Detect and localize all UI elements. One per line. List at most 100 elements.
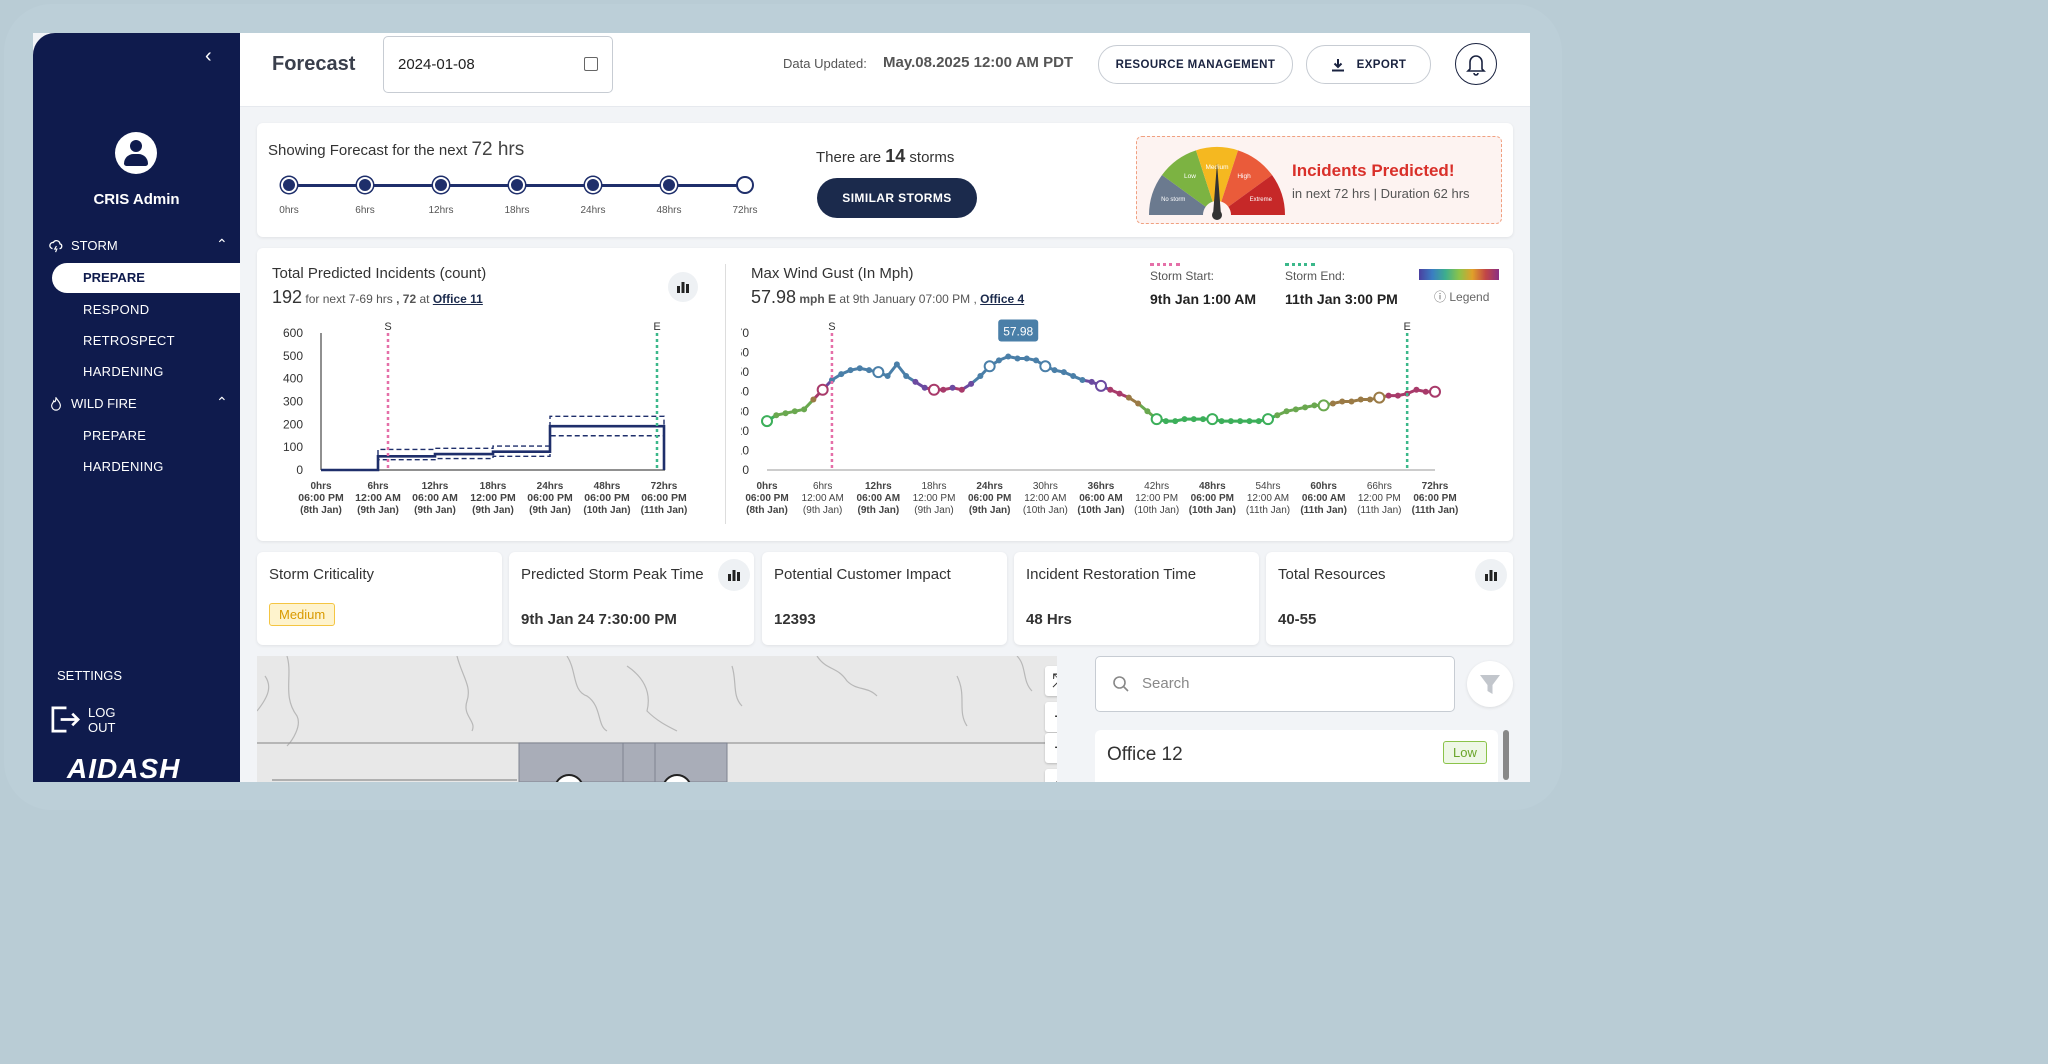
nav-item-hardening[interactable]: HARDENING xyxy=(83,364,164,379)
wind-point[interactable] xyxy=(940,386,947,393)
wind-point[interactable] xyxy=(1162,418,1169,425)
chevron-up-icon[interactable]: ⌃ xyxy=(216,236,228,252)
date-picker[interactable]: 2024-01-08 xyxy=(383,36,613,93)
timeline-step-24hrs[interactable] xyxy=(585,177,601,193)
timeline-step-72hrs[interactable] xyxy=(736,176,754,194)
wind-point[interactable] xyxy=(1348,398,1355,405)
compass-icon[interactable]: ◆ xyxy=(1045,769,1057,782)
wind-point[interactable] xyxy=(1051,367,1058,374)
list-scrollbar[interactable] xyxy=(1503,730,1509,780)
timeline-step-18hrs[interactable] xyxy=(509,177,525,193)
nav-section-storm[interactable]: STORM xyxy=(49,238,118,253)
wind-point[interactable] xyxy=(828,376,835,383)
wind-point[interactable] xyxy=(872,366,885,379)
wind-point[interactable] xyxy=(1144,408,1151,415)
wind-point[interactable] xyxy=(1190,416,1197,423)
wind-point[interactable] xyxy=(949,384,956,391)
wind-point[interactable] xyxy=(912,378,919,385)
wind-point[interactable] xyxy=(995,357,1002,364)
legend-toggle[interactable]: ⓘ Legend xyxy=(1434,288,1489,305)
wind-point[interactable] xyxy=(791,408,798,415)
wind-point[interactable] xyxy=(1125,394,1132,401)
wind-point[interactable] xyxy=(1172,418,1179,425)
wind-point[interactable] xyxy=(1329,400,1336,407)
wind-point[interactable] xyxy=(866,367,873,374)
bar-chart-icon[interactable] xyxy=(668,272,698,302)
wind-point[interactable] xyxy=(1357,396,1364,403)
nav-section-wildfire[interactable]: WILD FIRE xyxy=(49,396,137,411)
wind-point[interactable] xyxy=(1274,412,1281,419)
logout-link[interactable]: LOG OUT xyxy=(49,704,116,735)
nav-item-wildfire-hardening[interactable]: HARDENING xyxy=(83,459,164,474)
settings-link[interactable]: SETTINGS xyxy=(49,668,122,683)
wind-point[interactable] xyxy=(773,412,780,419)
wind-point[interactable] xyxy=(1150,413,1163,426)
wind-point[interactable] xyxy=(1060,369,1067,376)
wind-point[interactable] xyxy=(1070,373,1077,380)
wind-point[interactable] xyxy=(1200,416,1207,423)
map-view[interactable]: ⤧ + − ◆ xyxy=(257,656,1057,782)
wind-point[interactable] xyxy=(782,410,789,417)
wind-point[interactable] xyxy=(1107,386,1114,393)
similar-storms-button[interactable]: SIMILAR STORMS xyxy=(817,178,977,218)
wind-point[interactable] xyxy=(1413,386,1420,393)
wind-point[interactable] xyxy=(968,380,975,387)
wind-point[interactable] xyxy=(1079,376,1086,383)
timeline-step-12hrs[interactable] xyxy=(433,177,449,193)
bar-chart-icon[interactable] xyxy=(1475,559,1507,591)
wind-point[interactable] xyxy=(847,367,854,374)
wind-point[interactable] xyxy=(1283,408,1290,415)
wind-point[interactable] xyxy=(983,360,996,373)
wind-point[interactable] xyxy=(1317,399,1330,412)
timeline-step-0hrs[interactable] xyxy=(281,177,297,193)
collapse-sidebar-icon[interactable]: ‹ xyxy=(205,45,212,67)
nav-item-respond[interactable]: RESPOND xyxy=(83,302,150,317)
wind-point[interactable] xyxy=(1429,385,1441,398)
wind-point[interactable] xyxy=(1181,416,1188,423)
notification-bell-icon[interactable] xyxy=(1455,43,1497,85)
wind-point[interactable] xyxy=(884,373,891,380)
wind-point[interactable] xyxy=(1033,357,1040,364)
wind-point[interactable] xyxy=(761,415,773,428)
wind-point[interactable] xyxy=(921,384,928,391)
wind-point[interactable] xyxy=(1246,418,1253,425)
wind-point[interactable] xyxy=(1014,355,1021,362)
wind-point[interactable] xyxy=(1088,378,1095,385)
wind-point[interactable] xyxy=(1227,418,1234,425)
wind-point[interactable] xyxy=(1005,353,1012,360)
incidents-office-link[interactable]: Office 11 xyxy=(432,292,483,306)
resource-management-button[interactable]: RESOURCE MANAGEMENT xyxy=(1098,45,1293,84)
wind-point[interactable] xyxy=(1023,355,1030,362)
timeline-step-48hrs[interactable] xyxy=(661,177,677,193)
calendar-icon[interactable] xyxy=(584,57,598,71)
office-list-item[interactable]: Office 12 Low xyxy=(1095,730,1498,782)
wind-point[interactable] xyxy=(893,361,900,368)
wind-point[interactable] xyxy=(1367,396,1374,403)
wind-point[interactable] xyxy=(958,386,965,393)
wind-point[interactable] xyxy=(801,406,808,413)
zoom-out-button[interactable]: − xyxy=(1045,733,1057,763)
wind-point[interactable] xyxy=(1255,418,1262,425)
wind-point[interactable] xyxy=(1135,400,1142,407)
wind-point[interactable] xyxy=(1302,404,1309,411)
wind-point[interactable] xyxy=(838,371,845,378)
fullscreen-icon[interactable]: ⤧ xyxy=(1045,666,1057,696)
wind-point[interactable] xyxy=(1385,392,1392,399)
wind-point[interactable] xyxy=(1116,390,1123,397)
wind-office-link[interactable]: Office 4 xyxy=(980,292,1025,306)
wind-point[interactable] xyxy=(903,373,910,380)
wind-point[interactable] xyxy=(1422,388,1429,395)
filter-icon[interactable] xyxy=(1467,661,1513,707)
wind-point[interactable] xyxy=(1373,391,1386,404)
wind-point[interactable] xyxy=(1206,413,1219,426)
nav-item-prepare-active[interactable]: PREPARE xyxy=(52,263,240,293)
wind-point[interactable] xyxy=(1237,418,1244,425)
wind-point[interactable] xyxy=(856,365,863,372)
wind-point[interactable] xyxy=(810,396,817,403)
zoom-in-button[interactable]: + xyxy=(1045,702,1057,732)
wind-point[interactable] xyxy=(1339,398,1346,405)
wind-point[interactable] xyxy=(1292,406,1299,413)
office-search[interactable]: Search xyxy=(1095,656,1455,712)
bar-chart-icon[interactable] xyxy=(718,559,750,591)
wind-point[interactable] xyxy=(928,383,940,396)
